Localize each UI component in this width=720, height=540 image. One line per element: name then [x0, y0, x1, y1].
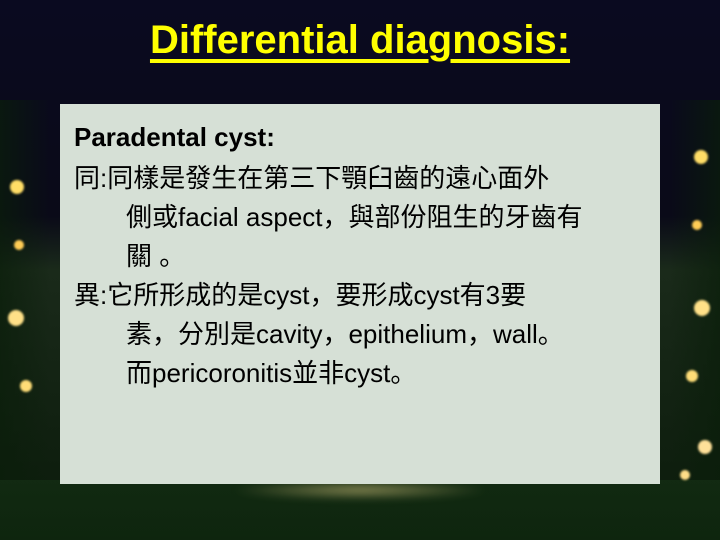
content-line: 異:它所形成的是cyst，要形成cyst有3要 [74, 276, 646, 315]
content-line: 素，分別是cavity，epithelium，wall。 [74, 315, 646, 354]
content-box: Paradental cyst: 同:同樣是發生在第三下顎臼齒的遠心面外 側或f… [60, 104, 660, 484]
content-line: 側或facial aspect，與部份阻生的牙齒有 [74, 198, 646, 237]
bg-light [686, 370, 698, 382]
bg-tree-left [0, 100, 50, 480]
bg-light [692, 220, 702, 230]
content-line: 同:同樣是發生在第三下顎臼齒的遠心面外 [74, 159, 646, 198]
bg-light [680, 470, 690, 480]
bg-light [694, 300, 710, 316]
content-line: 而pericoronitis並非cyst。 [74, 354, 646, 393]
bg-light [8, 310, 24, 326]
slide-title: Differential diagnosis: [0, 18, 720, 63]
bg-light [20, 380, 32, 392]
content-subtitle: Paradental cyst: [74, 122, 646, 153]
bg-light [14, 240, 24, 250]
bg-light [694, 150, 708, 164]
bg-light [10, 180, 24, 194]
bg-light [698, 440, 712, 454]
content-line: 關 。 [74, 237, 646, 276]
